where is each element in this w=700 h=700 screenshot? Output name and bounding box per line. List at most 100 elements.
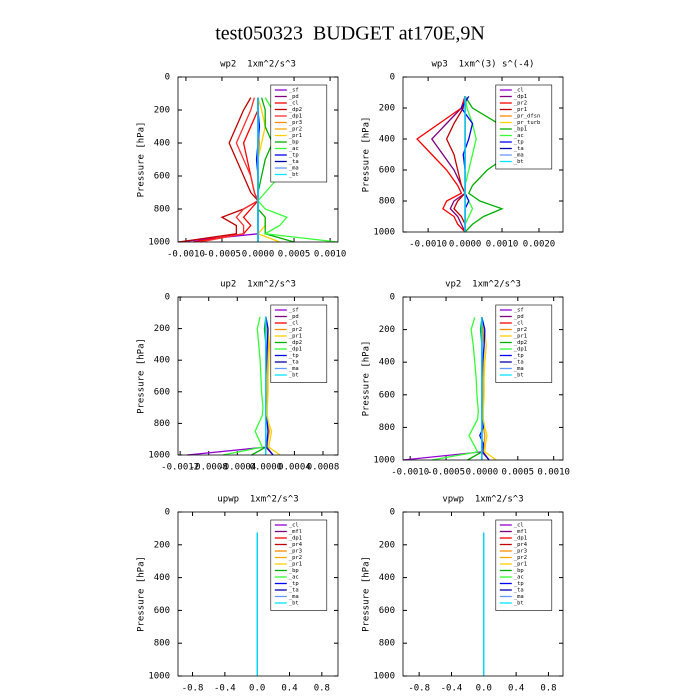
legend-label: _ta xyxy=(289,159,299,165)
legend-label: _bp1 xyxy=(514,127,527,133)
x-tick-label: 0.0000 xyxy=(449,240,482,250)
y-axis-label: Pressure [hPa] xyxy=(137,556,147,632)
legend-label: _ac xyxy=(289,146,299,152)
y-tick-label: 200 xyxy=(379,325,395,335)
x-tick-label: -0.0010 xyxy=(167,250,205,260)
x-tick-label: 0.0 xyxy=(476,684,492,694)
legend-label: _ma xyxy=(289,366,299,372)
x-tick-label: -0.4 xyxy=(214,684,236,694)
panel: up2 1xm^2/s^3 Pressure [hPa] 0 200 400 600 800… xyxy=(137,280,340,473)
legend-label: _cl xyxy=(289,523,299,529)
panel-title: vp2 1xm^2/s^3 xyxy=(445,280,521,290)
legend-label: _ta xyxy=(289,588,299,594)
y-axis-label: Pressure [hPa] xyxy=(137,338,147,414)
y-tick-label: 800 xyxy=(379,639,395,649)
panel: vp2 1xm^2/s^3 Pressure [hPa] 0 200 400 600 800… xyxy=(362,280,570,478)
x-tick-label: 0.0010 xyxy=(486,240,519,250)
panel-title: wp2 1xm^2/s^3 xyxy=(220,60,296,70)
legend-label: _dp1 xyxy=(514,536,527,542)
legend-label: _dp2 xyxy=(514,340,527,346)
series-line xyxy=(416,96,466,233)
legend-label: _ma xyxy=(514,153,524,159)
plot-frame xyxy=(177,511,339,677)
x-tick-label: 0.0005 xyxy=(278,250,311,260)
y-tick-label: 400 xyxy=(154,356,170,366)
legend-label: _ta xyxy=(289,360,299,366)
y-tick-label: 400 xyxy=(379,358,395,368)
y-tick-label: 0 xyxy=(165,508,170,518)
y-tick-label: 0 xyxy=(390,73,395,83)
legend-label: _pr3 xyxy=(289,120,302,126)
legend-label: _cl xyxy=(514,321,524,327)
x-tick-label: -0.0008 xyxy=(190,463,228,473)
series-line xyxy=(481,317,497,461)
legend-label: _cl xyxy=(289,321,299,327)
plot-frame xyxy=(402,511,564,677)
legend-label: _bt xyxy=(289,601,299,607)
legend-label: _bt xyxy=(514,373,524,379)
panel-title: wp3 1xm^(3) s^(-4) xyxy=(432,60,535,70)
y-tick-label: 600 xyxy=(154,172,170,182)
y-tick-label: 800 xyxy=(379,423,395,433)
x-tick-label: -0.0010 xyxy=(391,468,429,478)
panel: vpwp 1xm^2/s^3 Pressure [hPa] 0 200 400 600 80… xyxy=(362,495,564,694)
y-tick-label: 200 xyxy=(154,324,170,334)
y-tick-label: 0 xyxy=(165,293,170,303)
legend-box xyxy=(270,84,328,183)
y-tick-label: 0 xyxy=(390,293,395,303)
legend-label: _dp1 xyxy=(514,94,527,100)
panel-title: upwp 1xm^2/s^3 xyxy=(217,495,298,505)
legend-label: _mfl xyxy=(514,529,527,535)
x-tick-label: -0.8 xyxy=(408,684,430,694)
legend-label: _pr2 xyxy=(514,555,527,561)
y-tick-label: 0 xyxy=(390,508,395,518)
legend-label: _pr1 xyxy=(289,133,302,139)
x-tick-label: 0.0000 xyxy=(250,463,283,473)
legend-label: _pr4 xyxy=(289,542,303,548)
x-tick-label: -0.0005 xyxy=(427,468,465,478)
legend-label: _pr1 xyxy=(289,334,302,340)
legend-label: _pr4 xyxy=(514,542,528,548)
x-tick-label: 0.0020 xyxy=(523,240,556,250)
panel: upwp 1xm^2/s^3 Pressure [hPa] 0 200 400 600 80… xyxy=(137,495,339,694)
y-tick-label: 200 xyxy=(379,540,395,550)
legend-label: _sf xyxy=(289,308,299,314)
x-tick-label: 0.0004 xyxy=(278,463,311,473)
legend-label: _bp xyxy=(289,140,299,146)
legend-label: _ma xyxy=(514,366,524,372)
panel-title: vpwp 1xm^2/s^3 xyxy=(442,495,523,505)
legend-label: _ma xyxy=(514,594,524,600)
y-tick-label: 1000 xyxy=(373,672,395,682)
series-line xyxy=(265,316,281,456)
legend-label: _bt xyxy=(514,601,524,607)
panel-title: up2 1xm^2/s^3 xyxy=(220,280,296,290)
y-tick-label: 800 xyxy=(154,205,170,215)
legend-label: _sf xyxy=(514,308,524,314)
plot-frame xyxy=(177,76,339,243)
legend-label: _tp xyxy=(514,353,524,359)
x-tick-label: 0.0005 xyxy=(502,468,535,478)
legend-label: _bp xyxy=(514,568,524,574)
y-tick-label: 800 xyxy=(379,197,395,207)
figure-title: test050323 BUDGET at170E,9N xyxy=(215,23,485,45)
legend-label: _ac xyxy=(289,575,299,581)
panel: wp3 1xm^(3) s^(-4) Pressure [hPa] 0 200 400 6… xyxy=(362,60,564,250)
legend-label: _cl xyxy=(514,523,524,529)
panel: wp2 1xm^2/s^3 Pressure [hPa] 0 200 400 600 800… xyxy=(137,60,347,260)
y-axis-label: Pressure [hPa] xyxy=(362,556,372,632)
x-tick-label: -0.4 xyxy=(441,684,463,694)
legend-label: _ac xyxy=(514,133,524,139)
legend-box xyxy=(495,519,553,611)
legend-label: _ma xyxy=(289,166,299,172)
x-tick-label: 0.8 xyxy=(314,684,330,694)
x-tick-label: 0.8 xyxy=(540,684,556,694)
y-axis-label: Pressure [hPa] xyxy=(137,122,147,198)
legend-box xyxy=(495,304,553,383)
legend-label: _bp xyxy=(289,568,299,574)
x-tick-label: 0.4 xyxy=(281,684,297,694)
y-tick-label: 200 xyxy=(154,106,170,116)
legend-label: _ta xyxy=(514,360,524,366)
y-tick-label: 600 xyxy=(379,606,395,616)
legend-label: _tp xyxy=(289,581,299,587)
